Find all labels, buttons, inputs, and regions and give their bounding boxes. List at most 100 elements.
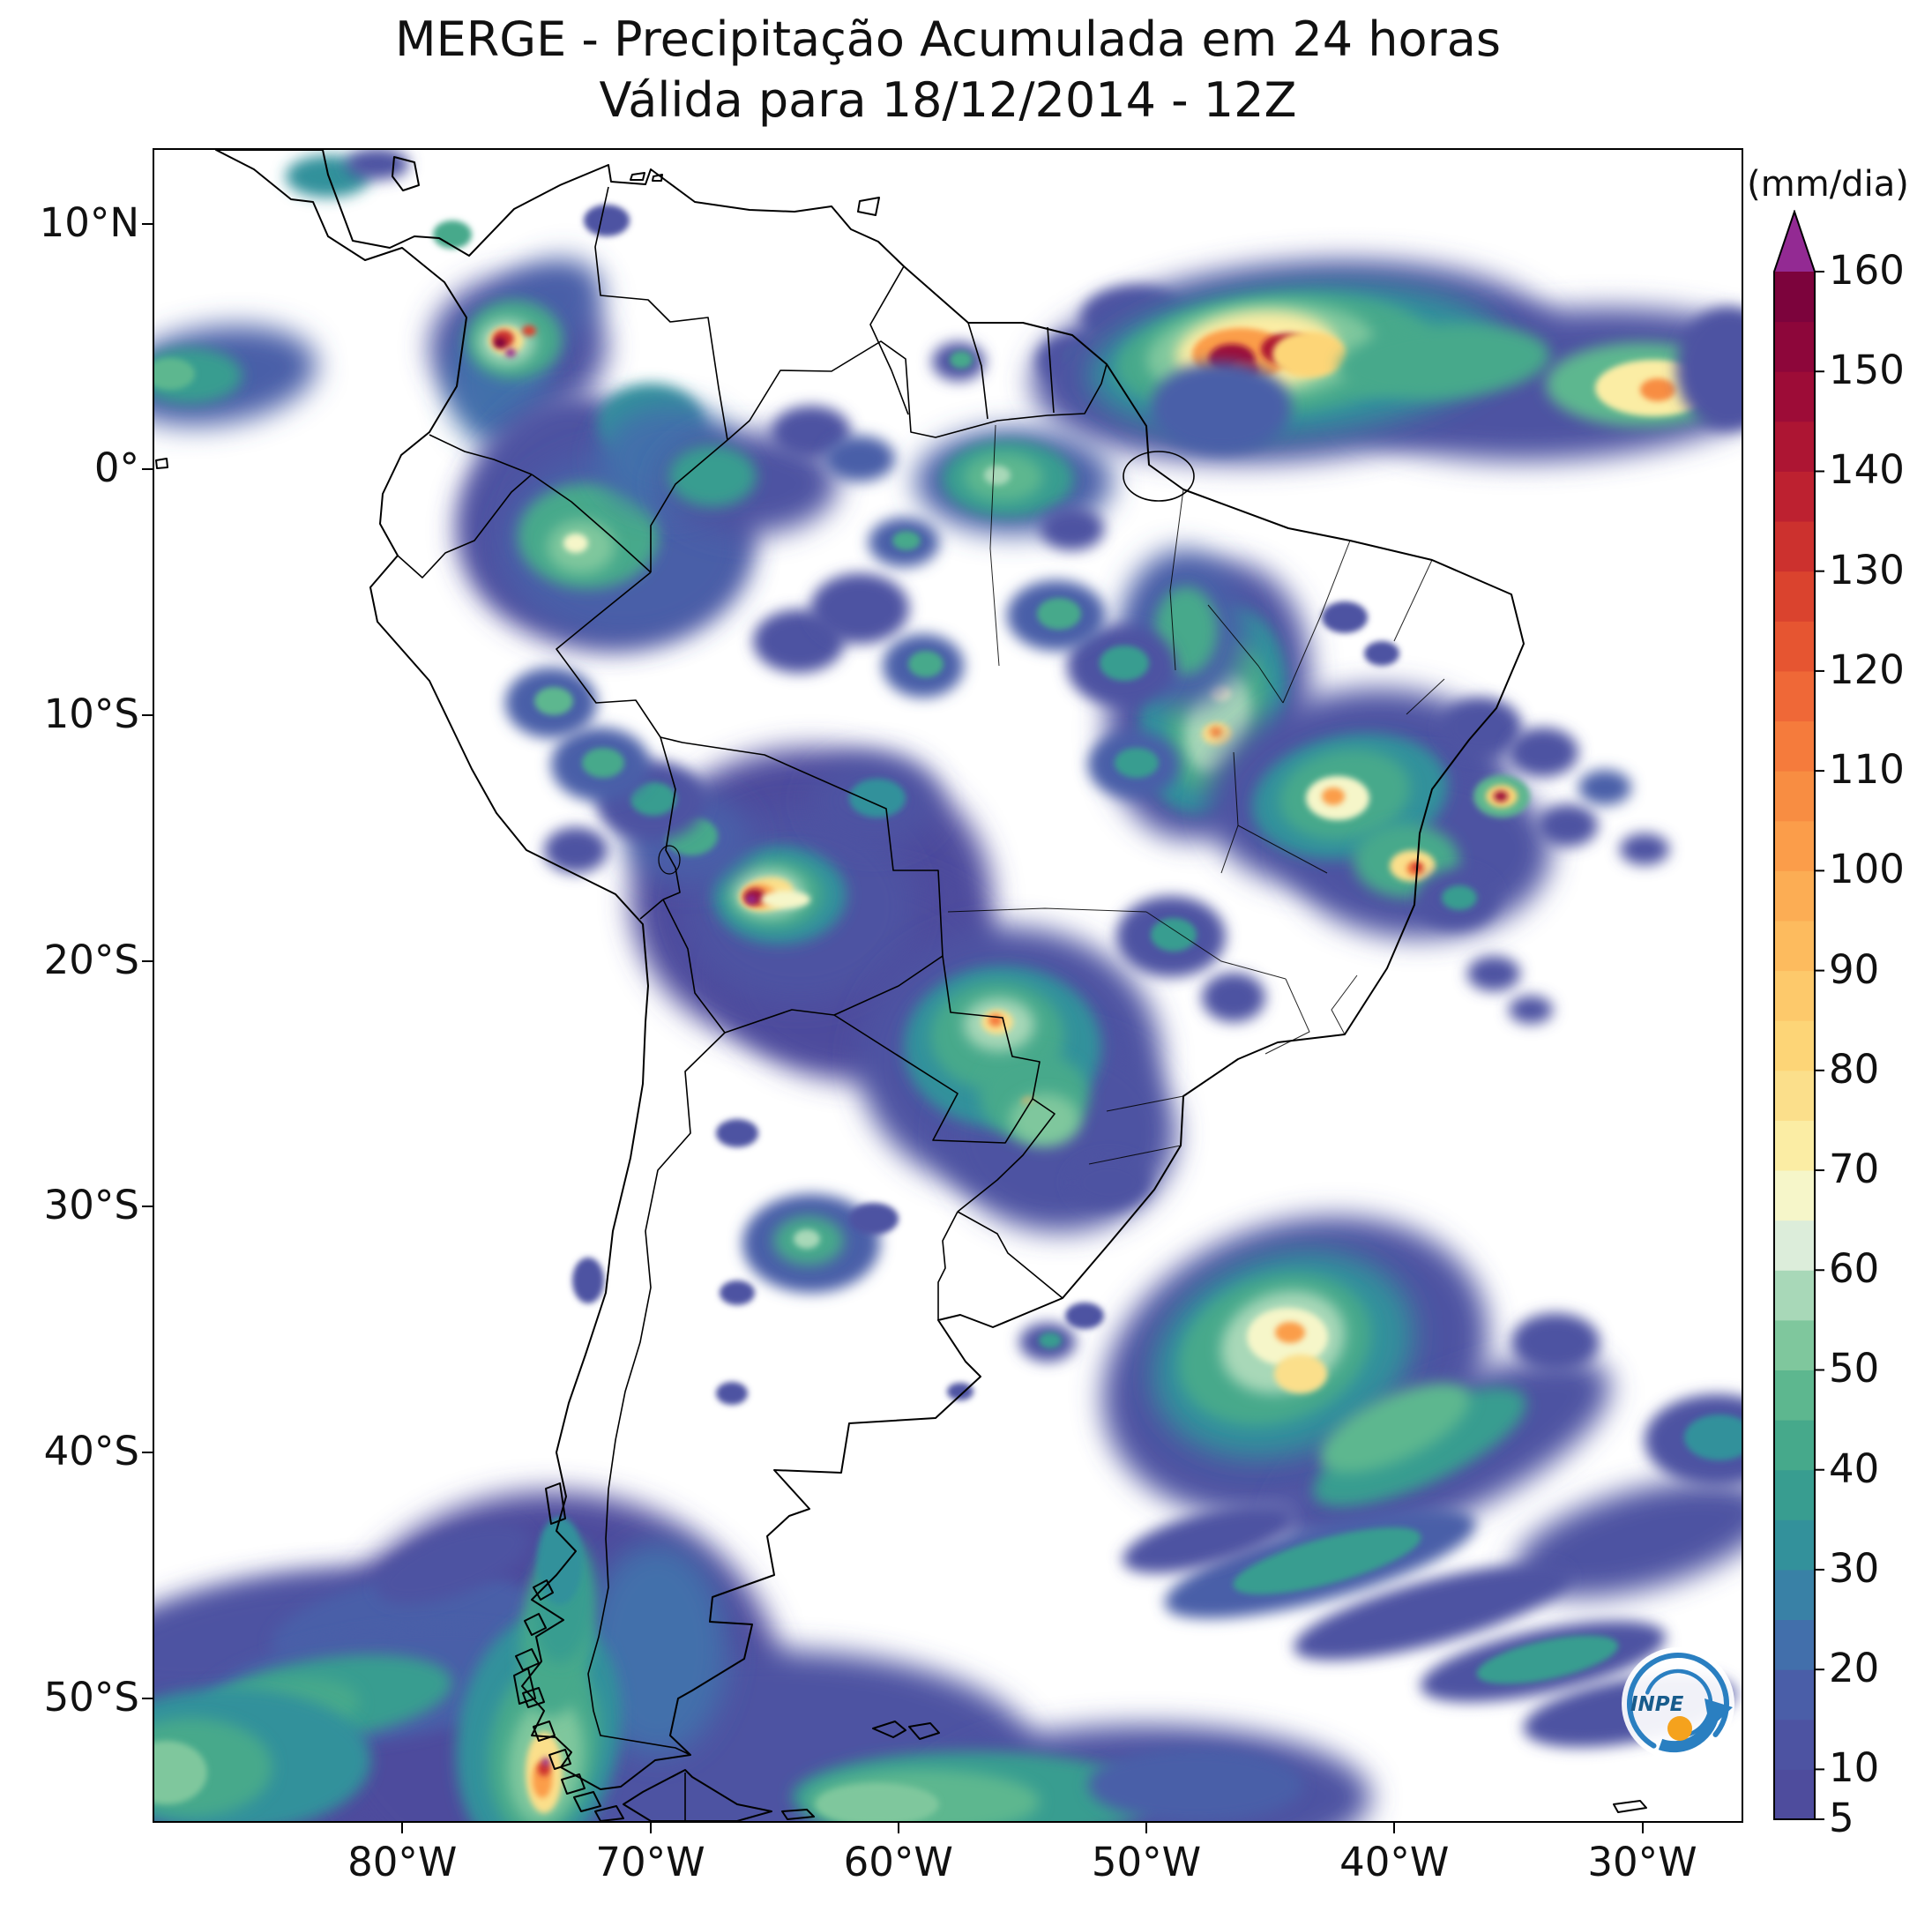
lon-tick-mark — [897, 1823, 899, 1833]
precip-cell — [794, 1229, 820, 1249]
inpe-logo-orange-dot — [1667, 1716, 1692, 1741]
lat-tick-label: 50°S — [43, 1673, 139, 1721]
colorbar-segment — [1774, 1120, 1815, 1171]
lat-tick-label: 0° — [93, 444, 139, 492]
colorbar-segment — [1774, 1420, 1815, 1471]
coastline-borders-layer — [155, 150, 1647, 1821]
colorbar-tick-label: 5 — [1829, 1795, 1854, 1841]
inpe-logo-arrowhead — [1704, 1698, 1733, 1728]
precip-cell — [1339, 324, 1550, 399]
state-borders — [947, 424, 1445, 1165]
lon-tick-label: 60°W — [843, 1839, 953, 1885]
chilean-fjord-islands — [513, 1482, 624, 1821]
lon-tick-mark — [649, 1823, 652, 1833]
precip-cell — [908, 651, 944, 677]
lat-tick-mark — [142, 468, 153, 471]
colorbar-segment — [1774, 471, 1815, 522]
inpe-logo-text: INPE — [1630, 1693, 1684, 1716]
lon-tick-label: 70°W — [595, 1839, 705, 1885]
precip-cell — [1065, 1303, 1104, 1329]
precip-cell — [1069, 1156, 1150, 1209]
precip-cell — [534, 687, 573, 715]
lon-tick-mark — [1145, 1823, 1147, 1833]
lat-tick-label: 30°S — [43, 1182, 139, 1229]
colorbar-tick-label: 110 — [1829, 746, 1905, 794]
lat-tick-mark — [142, 1451, 153, 1453]
colorbar-tick-label: 20 — [1829, 1645, 1880, 1692]
lon-tick-mark — [1393, 1823, 1396, 1833]
colorbar-segment — [1774, 1370, 1815, 1421]
precip-cell — [1514, 1480, 1742, 1598]
precip-cell — [1640, 378, 1675, 401]
precip-cell — [1041, 508, 1104, 550]
precip-cell — [375, 1522, 530, 1605]
precip-cell — [1272, 332, 1346, 377]
colorbar-segment — [1774, 1519, 1815, 1571]
precip-cell — [1088, 1748, 1303, 1821]
precip-cell — [1100, 646, 1149, 681]
precip-cell — [1115, 748, 1159, 778]
precip-cell — [1467, 956, 1520, 991]
precip-cell — [1364, 641, 1399, 666]
map-panel: INPE — [153, 148, 1743, 1823]
precip-cell — [1441, 698, 1522, 758]
colorbar-segment — [1774, 1619, 1815, 1670]
precip-cell — [716, 1382, 748, 1405]
colorbar-segment — [1774, 1020, 1815, 1071]
precip-cell — [1509, 996, 1553, 1024]
colorbar-segment — [1774, 272, 1815, 323]
precip-cell — [154, 358, 195, 390]
precip-cell — [1037, 598, 1081, 630]
precip-cell — [433, 220, 472, 249]
precip-cell — [849, 779, 906, 817]
map-canvas: INPE — [154, 150, 1742, 1821]
precip-cell — [1233, 1527, 1421, 1594]
colorbar-segment — [1774, 371, 1815, 422]
precip-cell — [1039, 1332, 1062, 1348]
precip-cell — [586, 1543, 727, 1755]
precip-cell — [746, 895, 757, 904]
colorbar-tick-label: 50 — [1829, 1345, 1880, 1392]
marajo-island-outline — [1123, 451, 1195, 502]
precip-cell — [582, 748, 624, 778]
precip-cell — [563, 534, 588, 553]
colorbar-segment — [1774, 1469, 1815, 1520]
colorbar-tick-label: 120 — [1829, 646, 1905, 693]
precip-cell — [537, 1517, 583, 1605]
country-borders — [397, 186, 1108, 1821]
precip-cell — [154, 1741, 207, 1804]
colorbar-tick-label: 30 — [1829, 1544, 1880, 1592]
colorbar-segment — [1774, 1270, 1815, 1321]
lon-tick-label: 80°W — [347, 1839, 458, 1885]
precip-cell — [816, 1783, 939, 1821]
precip-cell — [505, 348, 516, 357]
colorbar-tick-label: 100 — [1829, 846, 1905, 893]
precip-cell — [947, 1383, 973, 1400]
tierra-del-fuego-coastline — [623, 1769, 772, 1821]
lat-tick-mark — [142, 713, 153, 716]
colorbar-segment — [1774, 970, 1815, 1021]
lat-tick-label: 10°N — [39, 198, 139, 246]
lon-tick-label: 30°W — [1587, 1839, 1697, 1885]
precip-cell — [1684, 1415, 1742, 1460]
lat-tick-label: 10°S — [43, 690, 139, 737]
colorbar-tick-label: 40 — [1829, 1444, 1880, 1492]
colorbar-tick-label: 90 — [1829, 945, 1880, 993]
chart-title: MERGE - Precipitação Acumulada em 24 hor… — [153, 9, 1743, 131]
precip-cell — [494, 338, 506, 348]
lat-tick-mark — [142, 222, 153, 225]
precip-cell — [1676, 307, 1742, 430]
precip-cell — [1508, 728, 1578, 777]
lat-tick-mark — [142, 1697, 153, 1699]
colorbar-tick-label: 60 — [1829, 1245, 1880, 1293]
colorbar-segment — [1774, 771, 1815, 822]
precipitation-layer — [154, 150, 1742, 1821]
colorbar-tick-label: 150 — [1829, 347, 1905, 394]
precip-cell — [892, 531, 921, 550]
colorbar-segment — [1774, 870, 1815, 922]
precip-cell — [1274, 1355, 1327, 1393]
colorbar-segment — [1774, 521, 1815, 572]
colorbar-tick-label: 80 — [1829, 1045, 1880, 1093]
colorbar-segment — [1774, 421, 1815, 472]
